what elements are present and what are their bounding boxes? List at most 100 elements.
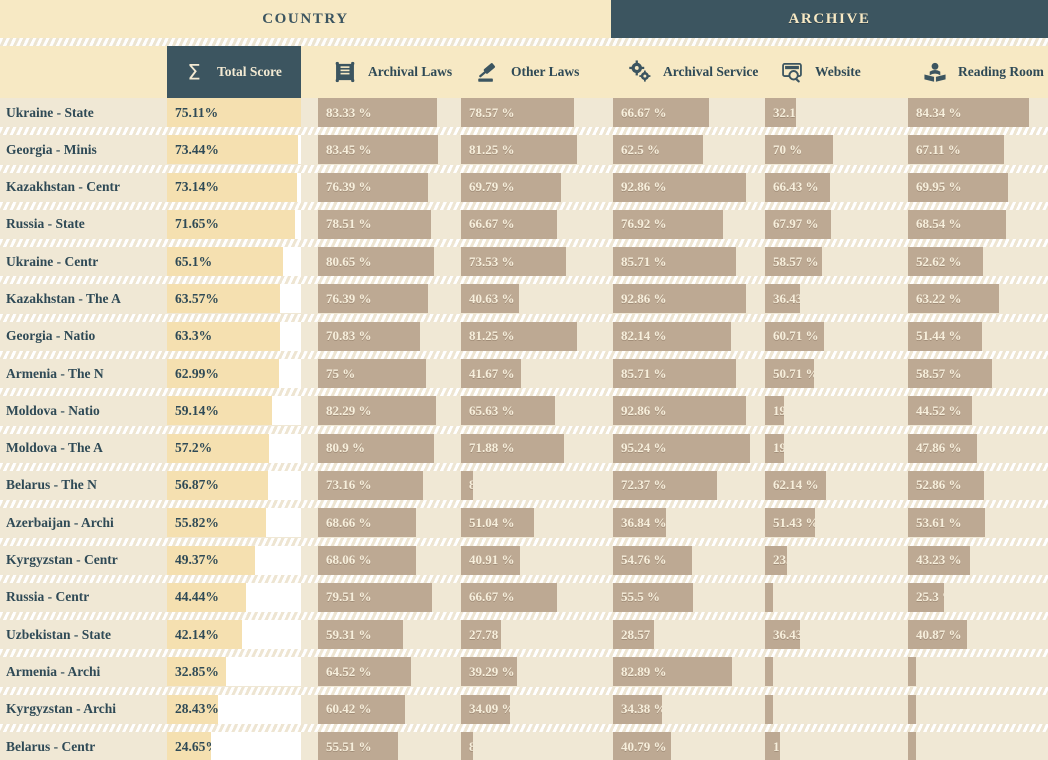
row-divider [0, 127, 1048, 136]
bar-reading: 58.57 % [908, 359, 992, 389]
bar-laws: 80.9 % [318, 433, 434, 463]
bar-reading: 63.22 % [908, 284, 999, 314]
row-divider [0, 462, 1048, 471]
bar-total-score: 56.87% [167, 470, 269, 500]
bar-service: 72.37 % [613, 470, 717, 500]
table-row[interactable]: Ukraine - State 75.11% 83.33 % 78.57 % 66.67… [0, 98, 1048, 136]
table-row[interactable]: Kyrgyzstan - Archi 28.43% 60.42 % 34.09 % 34… [0, 694, 1048, 733]
row-label: Georgia - Minis [6, 141, 97, 157]
svg-text:Σ: Σ [187, 59, 200, 84]
bar-other: 66.67 % [461, 582, 557, 612]
row-divider [0, 425, 1048, 434]
table-row[interactable]: Ukraine - Centr 65.1% 80.65 % 73.53 % 85.71 … [0, 247, 1048, 285]
table-row[interactable]: Russia - Centr 44.44% 79.51 % 66.67 % 55.5 %… [0, 582, 1048, 621]
bar-service: 28.57 % [613, 620, 654, 650]
row-label: Russia - State [6, 216, 85, 232]
bar-total-score: 42.14% [167, 620, 243, 650]
bar-service: 85.71 % [613, 247, 736, 277]
bar-total-score: 73.44% [167, 135, 298, 165]
group-header-country: COUNTRY [0, 0, 611, 38]
column-header-total[interactable]: Σ Total Score [167, 46, 301, 98]
bar-website: 1.5 % [765, 657, 773, 687]
table-row[interactable]: Armenia - The N 62.99% 75 % 41.67 % 85.71 % 5… [0, 359, 1048, 397]
table-row[interactable]: Azerbaijan - Archi 55.82% 68.66 % 51.04 % 36… [0, 508, 1048, 546]
row-divider [0, 612, 1048, 621]
column-header-other[interactable]: Other Laws [461, 46, 595, 98]
bar-reading: 43.23 % [908, 545, 970, 575]
row-divider [0, 686, 1048, 695]
column-header-label: Total Score [217, 64, 282, 79]
table-row[interactable]: Kazakhstan - Centr 73.14% 76.39 % 69.79 % 92… [0, 172, 1048, 210]
bar-laws: 75 % [318, 359, 426, 389]
bar-other: 51.04 % [461, 508, 535, 538]
table-row[interactable]: Russia - State 71.65% 78.51 % 66.67 % 76.92 … [0, 209, 1048, 248]
bar-reading: 53.61 % [908, 508, 985, 538]
table-row[interactable]: Moldova - The A 57.2% 80.9 % 71.88 % 95.24 %… [0, 433, 1048, 471]
bar-service: 95.24 % [613, 433, 750, 463]
column-header-reading[interactable]: Reading Room [908, 46, 1044, 98]
row-divider [0, 351, 1048, 360]
row-label: Belarus - Centr [6, 738, 96, 754]
table-row[interactable]: Uzbekistan - State 42.14% 59.31 % 27.78 % 28… [0, 620, 1048, 658]
bar-website: 51.43 % [765, 508, 816, 538]
bar-service: 76.92 % [613, 209, 724, 239]
bar-laws: 68.66 % [318, 508, 417, 538]
row-label: Armenia - The N [6, 365, 104, 381]
bar-reading: 67.11 % [908, 135, 1005, 165]
table-row[interactable]: Moldova - Natio 59.14% 82.29 % 65.63 % 92.86… [0, 396, 1048, 434]
bar-other: 27.78 % [461, 620, 501, 650]
bar-reading: 52.62 % [908, 247, 984, 277]
gavel-icon [475, 59, 501, 85]
row-label: Uzbekistan - State [6, 626, 111, 642]
table-row[interactable]: Armenia - Archi 32.85% 64.52 % 39.29 % 82.89… [0, 657, 1048, 695]
bar-laws: 79.51 % [318, 582, 432, 612]
bar-laws: 83.33 % [318, 98, 438, 127]
bar-total-score: 73.14% [167, 172, 298, 202]
bar-total-score: 28.43% [167, 694, 218, 724]
table-row[interactable]: Belarus - Centr 24.65% 55.51 % 8.33 % 40.79 … [0, 732, 1048, 760]
column-header-laws[interactable]: Archival Laws [318, 46, 452, 98]
bar-reading: 51.44 % [908, 321, 982, 351]
bar-reading: 1.5 % [908, 732, 916, 760]
bar-other: 34.09 % [461, 694, 510, 724]
bar-total-score: 24.65% [167, 732, 211, 760]
bar-laws: 60.42 % [318, 694, 405, 724]
bar-website: 62.14 % [765, 470, 826, 500]
bar-website: 36.43 % [765, 284, 801, 314]
bar-total-score: 32.85% [167, 657, 226, 687]
table-row[interactable]: Georgia - Natio 63.3% 70.83 % 81.25 % 82.14 … [0, 321, 1048, 360]
column-header-service[interactable]: Archival Service [613, 46, 758, 98]
table-row[interactable]: Georgia - Minis 73.44% 83.45 % 81.25 % 62.5 … [0, 135, 1048, 173]
table-body: Ukraine - State 75.11% 83.33 % 78.57 % 66.67… [0, 98, 1048, 760]
table-row[interactable]: Belarus - The N 56.87% 73.16 % 8.33 % 72.37 … [0, 470, 1048, 509]
bar-website: 15 % [765, 732, 780, 760]
row-label: Moldova - The A [6, 440, 103, 456]
bar-website: 58.57 % [765, 247, 823, 277]
row-divider [0, 574, 1048, 583]
bar-other: 8.33 % [461, 470, 473, 500]
bar-laws: 73.16 % [318, 470, 423, 500]
column-header-label: Archival Service [663, 64, 759, 79]
bar-service: 55.5 % [613, 582, 693, 612]
bar-laws: 59.31 % [318, 620, 404, 650]
bar-total-score: 62.99% [167, 359, 280, 389]
table-row[interactable]: Kazakhstan - The A 63.57% 76.39 % 40.63 % 92… [0, 284, 1048, 322]
bar-reading: 69.95 % [908, 172, 1009, 202]
bar-reading: 52.86 % [908, 470, 984, 500]
row-divider [0, 649, 1048, 658]
table-row[interactable]: Kyrgyzstan - Centr 49.37% 68.06 % 40.91 % 54… [0, 545, 1048, 583]
bar-total-score: 63.3% [167, 321, 280, 351]
bar-other: 41.67 % [461, 359, 521, 389]
row-divider [0, 276, 1048, 285]
reading-room-icon [922, 59, 948, 85]
column-header-website[interactable]: Website [765, 46, 861, 98]
bar-website: 1.5 % [765, 694, 773, 724]
row-label: Georgia - Natio [6, 328, 96, 344]
bar-laws: 76.39 % [318, 284, 428, 314]
bar-service: 66.67 % [613, 98, 709, 127]
bar-laws: 80.65 % [318, 247, 434, 277]
row-divider [0, 388, 1048, 397]
bar-other: 71.88 % [461, 433, 565, 463]
row-label: Kyrgyzstan - Archi [6, 701, 116, 717]
